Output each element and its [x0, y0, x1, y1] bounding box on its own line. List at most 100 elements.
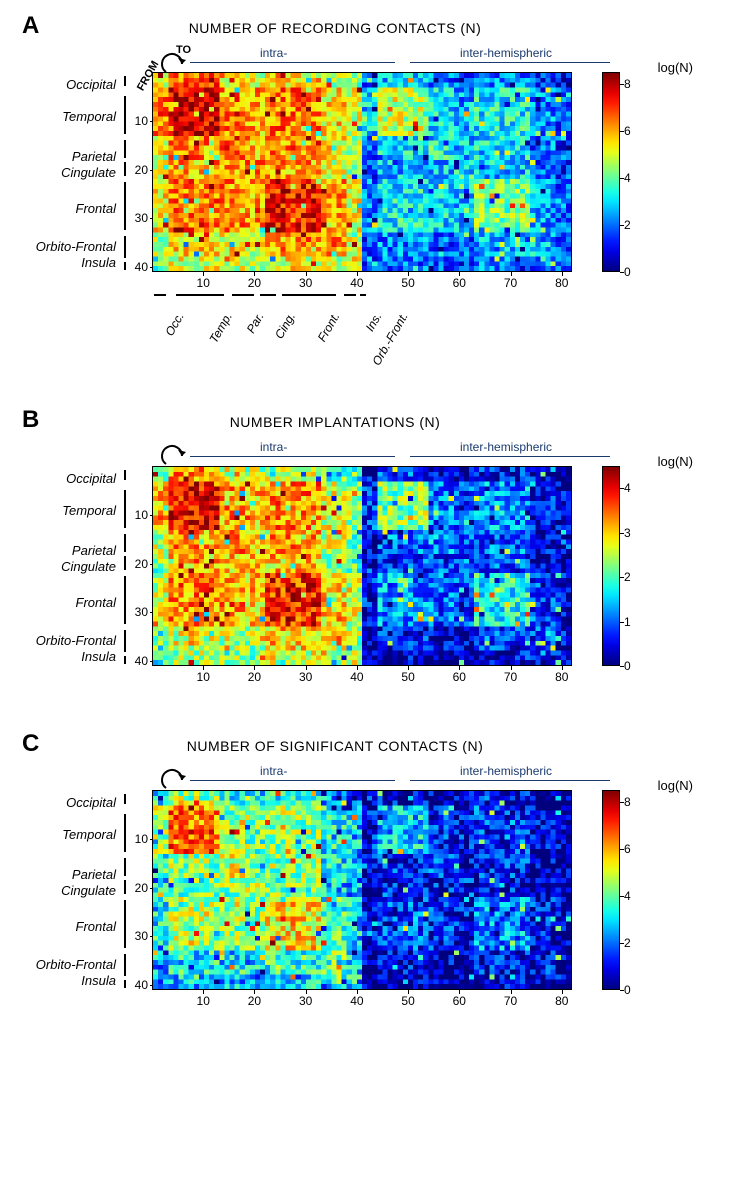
log-n-label: log(N)	[658, 454, 693, 469]
x-tick-label: 70	[504, 276, 517, 290]
x-tick-label: 40	[350, 670, 363, 684]
y-ticks: 10203040	[122, 790, 152, 990]
colorbar-tick-label: 4	[624, 171, 631, 185]
colorbar-tick-mark	[620, 622, 624, 623]
hemi-line	[410, 780, 610, 781]
heatmap-canvas	[153, 467, 571, 665]
y-tick-label: 20	[135, 881, 148, 895]
colorbar-tick-label: 4	[624, 481, 631, 495]
y-region-labels: OccipitalTemporalParietalCingulateFronta…	[10, 466, 122, 666]
hemi-line	[410, 62, 610, 63]
x-region-label: Occ.	[162, 310, 186, 338]
hemi-intra-label: intra-	[260, 764, 287, 778]
y-region-label: Temporal	[62, 110, 116, 124]
x-region-label: Cing.	[272, 310, 298, 341]
y-ticks: 10203040	[122, 72, 152, 272]
x-region-label: Front.	[315, 310, 343, 344]
x-tick-mark	[408, 666, 409, 670]
x-tick-label: 40	[350, 994, 363, 1008]
y-region-label: Insula	[81, 256, 116, 270]
colorbar	[602, 466, 620, 666]
colorbar-wrap: 02468	[602, 72, 662, 272]
colorbar-tick-label: 3	[624, 526, 631, 540]
x-tick-mark	[511, 666, 512, 670]
colorbar	[602, 72, 620, 272]
y-region-label: Temporal	[62, 504, 116, 518]
x-tick-label: 40	[350, 276, 363, 290]
to-label: TO	[176, 44, 191, 56]
hemi-intra-label: intra-	[260, 46, 287, 60]
x-tick-mark	[306, 666, 307, 670]
colorbar-tick-mark	[620, 802, 624, 803]
x-ticks: 1020304050607080	[152, 272, 572, 294]
x-tick-mark	[408, 272, 409, 276]
heatmap-canvas	[153, 791, 571, 989]
x-tick-label: 20	[248, 670, 261, 684]
hemi-intra-label: intra-	[260, 440, 287, 454]
x-region-bar	[176, 294, 224, 296]
x-ticks: 1020304050607080	[152, 990, 572, 1012]
y-region-label: Parietal	[72, 868, 116, 882]
y-region-label: Occipital	[66, 472, 116, 486]
x-tick-label: 10	[197, 994, 210, 1008]
colorbar-tick-label: 6	[624, 842, 631, 856]
x-tick-mark	[203, 990, 204, 994]
x-tick-mark	[203, 666, 204, 670]
heatmap-row: OccipitalTemporalParietalCingulateFronta…	[10, 72, 721, 272]
panel-c: CNUMBER OF SIGNIFICANT CONTACTS (N)intra…	[10, 738, 721, 1012]
y-region-labels: OccipitalTemporalParietalCingulateFronta…	[10, 72, 122, 272]
x-tick-mark	[254, 666, 255, 670]
log-n-label: log(N)	[658, 778, 693, 793]
y-region-label: Cingulate	[61, 166, 116, 180]
heatmap	[152, 72, 572, 272]
x-tick-mark	[357, 272, 358, 276]
x-tick-label: 10	[197, 670, 210, 684]
y-region-label: Insula	[81, 974, 116, 988]
x-tick-label: 70	[504, 670, 517, 684]
colorbar-tick-label: 8	[624, 77, 631, 91]
log-n-label: log(N)	[658, 60, 693, 75]
x-tick-mark	[254, 990, 255, 994]
x-tick-mark	[459, 272, 460, 276]
colorbar-tick-label: 2	[624, 570, 631, 584]
hemi-labels: intra-inter-hemispheric	[190, 438, 610, 464]
x-tick-mark	[459, 666, 460, 670]
x-region-bar	[344, 294, 356, 296]
x-region-bar	[360, 294, 366, 296]
x-region-bar	[282, 294, 336, 296]
colorbar-tick-label: 1	[624, 615, 631, 629]
y-tick-label: 40	[135, 260, 148, 274]
heatmap-canvas	[153, 73, 571, 271]
x-tick-label: 10	[197, 276, 210, 290]
hemi-labels: intra-inter-hemispheric	[190, 44, 610, 70]
y-tick-label: 30	[135, 605, 148, 619]
x-tick-label: 20	[248, 276, 261, 290]
panel-letter: C	[22, 730, 39, 758]
colorbar-tick-mark	[620, 178, 624, 179]
y-region-label: Occipital	[66, 796, 116, 810]
x-region-labels: Occ.Temp.Par.Cing.Front.Orb.-Front.Ins.	[152, 294, 572, 364]
colorbar-tick-label: 6	[624, 124, 631, 138]
x-tick-label: 50	[401, 276, 414, 290]
x-tick-mark	[562, 272, 563, 276]
hemi-inter-label: inter-hemispheric	[460, 764, 552, 778]
colorbar-tick-label: 0	[624, 659, 631, 673]
y-region-label: Insula	[81, 650, 116, 664]
colorbar-tick-mark	[620, 896, 624, 897]
colorbar-tick-mark	[620, 943, 624, 944]
x-region-bar	[154, 294, 166, 296]
colorbar-tick-mark	[620, 84, 624, 85]
x-ticks: 1020304050607080	[152, 666, 572, 688]
colorbar-tick-mark	[620, 849, 624, 850]
heatmap-row: OccipitalTemporalParietalCingulateFronta…	[10, 466, 721, 666]
x-region-label: Par.	[244, 310, 267, 336]
heatmap	[152, 466, 572, 666]
colorbar-tick-mark	[620, 488, 624, 489]
x-tick-mark	[562, 666, 563, 670]
y-region-label: Parietal	[72, 150, 116, 164]
y-tick-label: 30	[135, 211, 148, 225]
colorbar-tick-label: 2	[624, 218, 631, 232]
x-tick-label: 50	[401, 994, 414, 1008]
y-region-label: Cingulate	[61, 560, 116, 574]
x-region-bar	[260, 294, 276, 296]
